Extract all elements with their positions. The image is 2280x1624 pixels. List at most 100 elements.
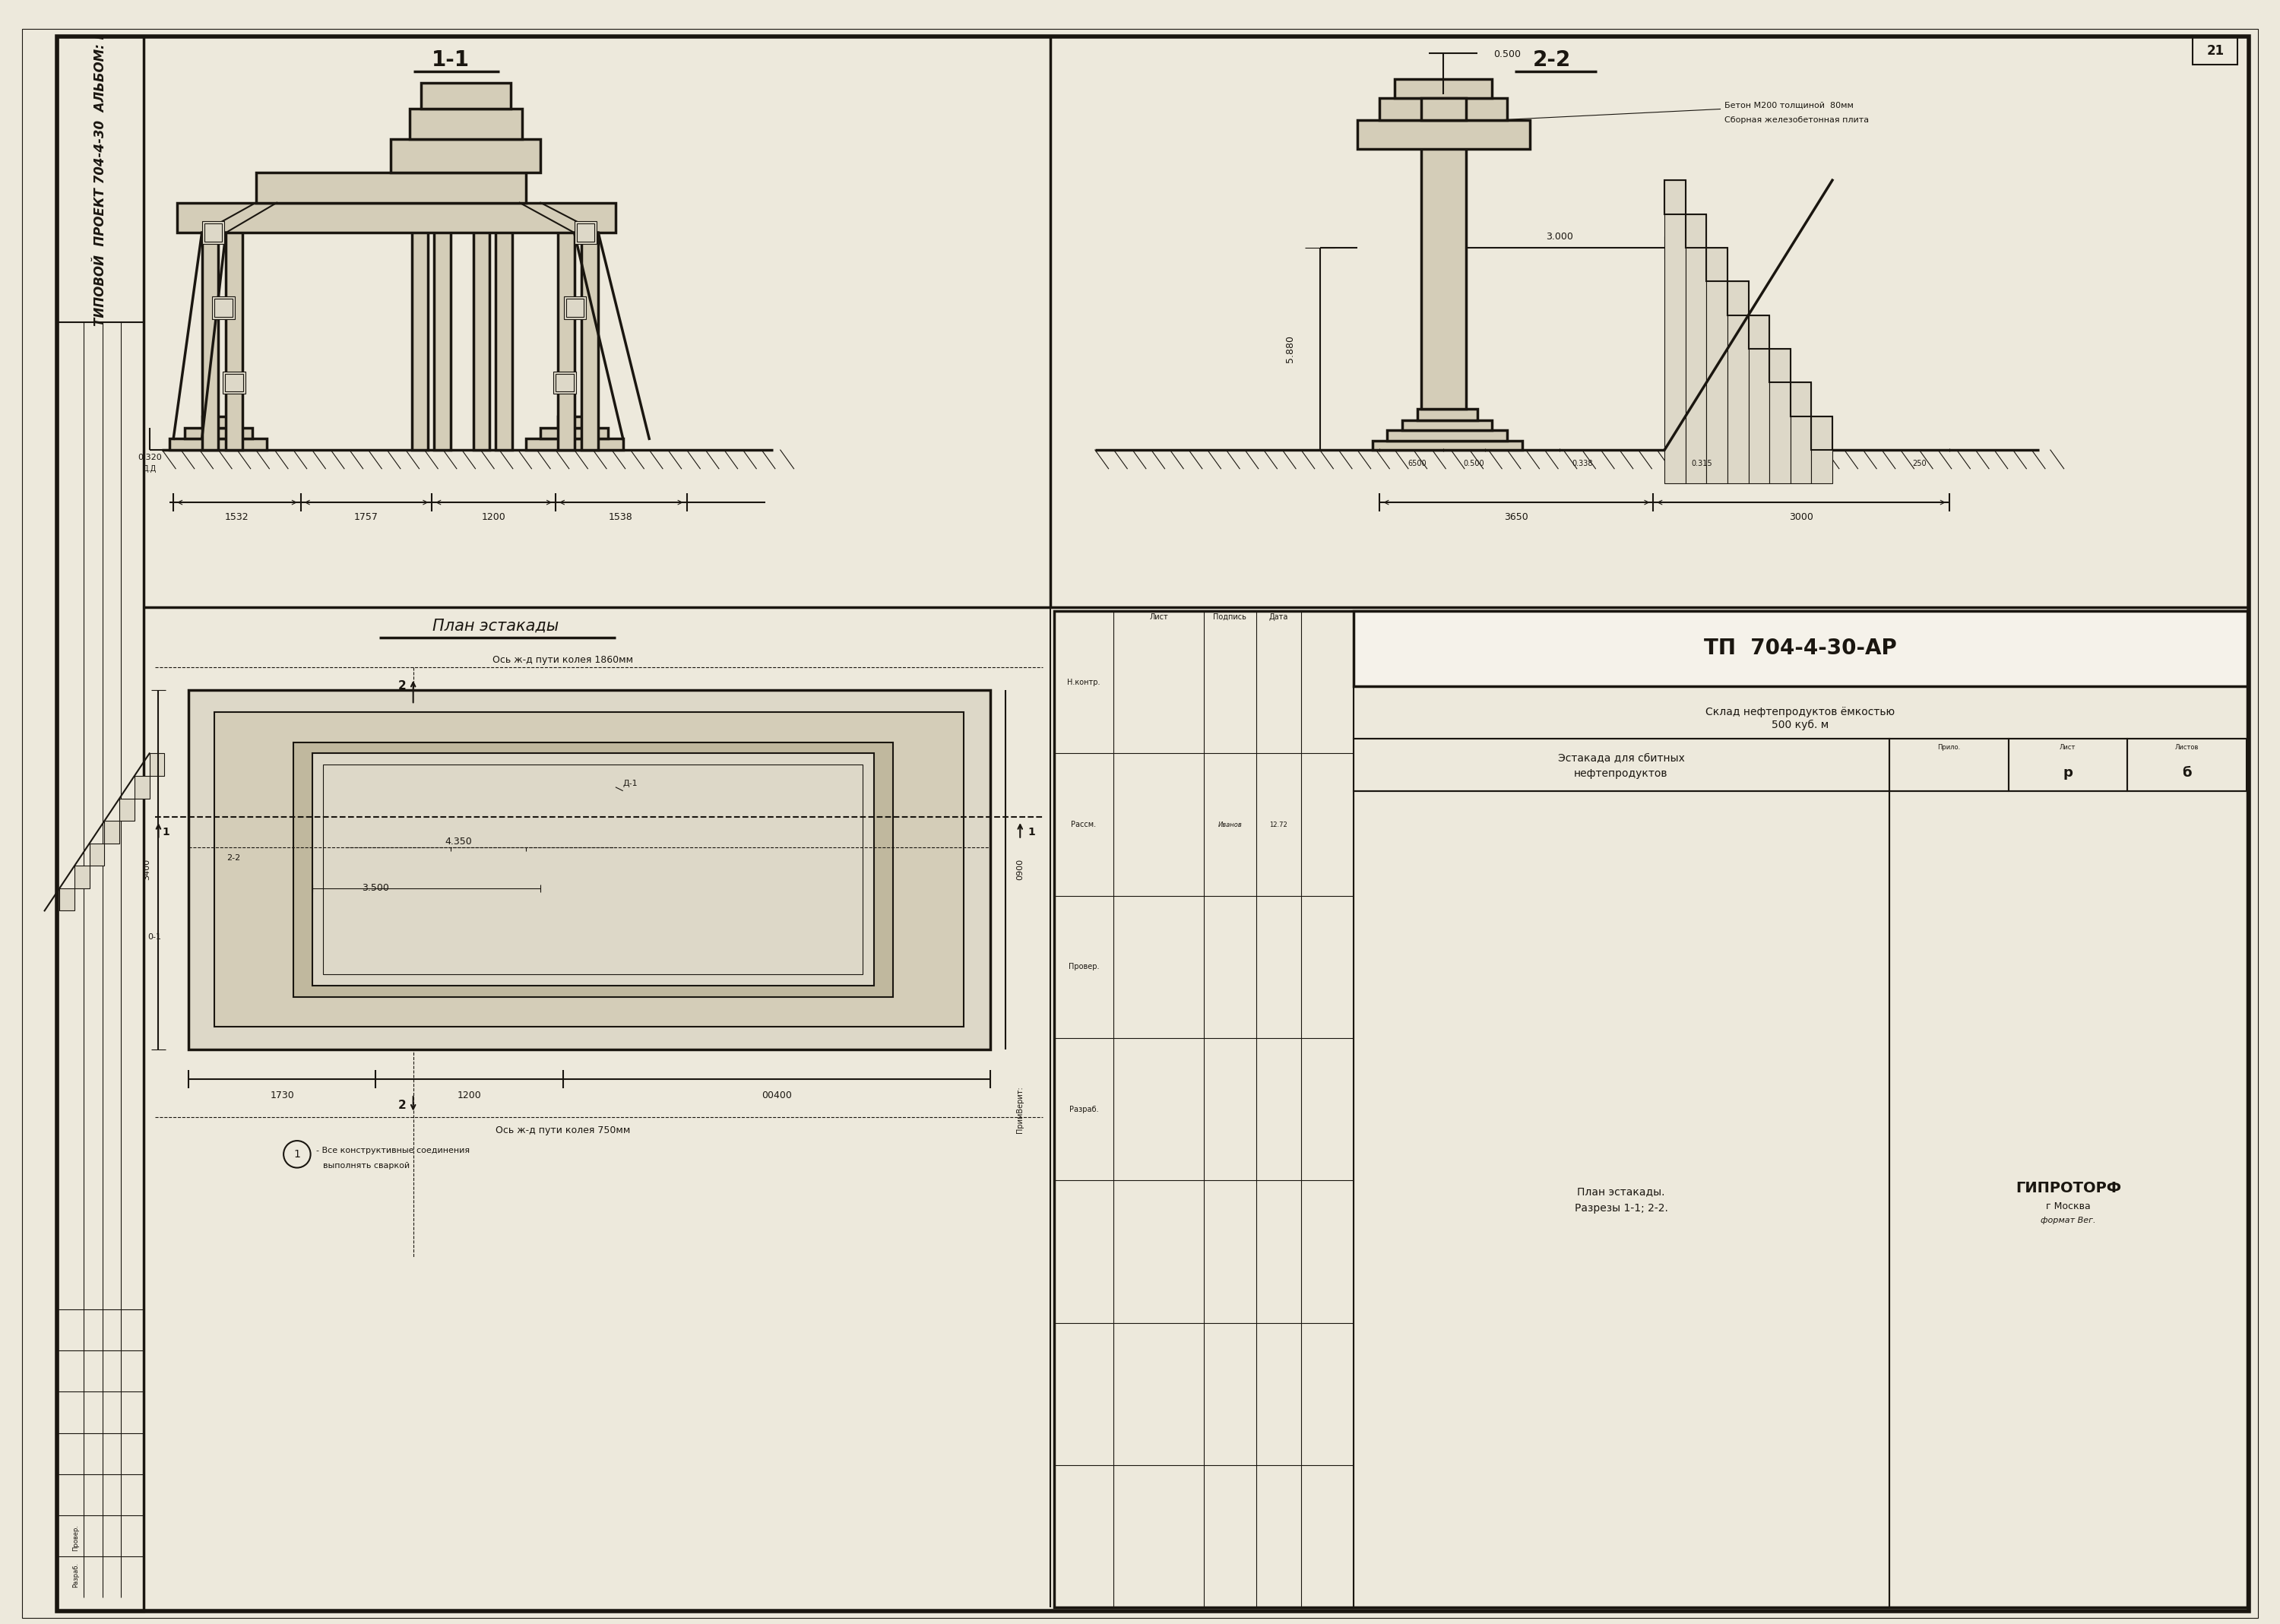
Bar [1420,97,1466,120]
Bar [540,427,609,438]
Text: Д-1: Д-1 [622,780,638,788]
Text: 3.000: 3.000 [1546,232,1573,242]
Text: р: р [2063,767,2073,780]
Bar [433,172,451,450]
Text: 2-2: 2-2 [1532,50,1571,71]
Bar [185,427,253,438]
Bar [226,209,242,450]
Text: План эстакады.: План эстакады. [1578,1187,1664,1197]
Text: 5.880: 5.880 [1286,335,1295,362]
Text: Лист: Лист [1149,614,1167,620]
Bar [390,140,540,172]
Text: 3400: 3400 [144,859,150,880]
Bar [1373,442,1523,450]
Text: Разраб.: Разраб. [1069,1106,1099,1112]
Text: Иванов: Иванов [1218,822,1243,828]
Text: Склад нефтепродуктов ёмкостью: Склад нефтепродуктов ёмкостью [1705,706,1895,718]
Text: План эстакады: План эстакады [433,619,559,633]
Bar [2127,739,2246,791]
Bar [559,416,591,427]
Bar [226,374,244,391]
Text: 1730: 1730 [269,1091,294,1101]
Text: Листов: Листов [2175,744,2198,750]
Bar [575,221,597,244]
Bar [2193,36,2237,65]
Bar [1890,791,2248,1608]
Text: 6500: 6500 [1407,460,1427,468]
Bar [1354,685,2248,739]
Text: Эстакада для сбитных: Эстакада для сбитных [1557,754,1685,763]
Bar [1354,791,1890,1608]
Text: Дата: Дата [1270,614,1288,620]
Text: Разраб.: Разраб. [73,1562,80,1588]
Text: 0.320: 0.320 [137,453,162,461]
Bar [1418,409,1477,421]
Bar [422,83,511,109]
Bar [1890,739,2009,791]
Bar [119,799,135,820]
Text: ТП  704-4-30-АР: ТП 704-4-30-АР [1703,638,1897,659]
Text: 2: 2 [399,1099,406,1111]
Text: 1538: 1538 [609,513,634,523]
Text: 1200: 1200 [458,1091,481,1101]
Text: 21: 21 [2207,44,2223,57]
Text: нефтепродуктов: нефтепродуктов [1573,768,1669,780]
Text: 3000: 3000 [1790,513,1813,523]
Text: - Все конструктивные соединения: - Все конструктивные соединения [317,1147,470,1155]
Text: 1757: 1757 [353,513,378,523]
Bar [203,416,235,427]
Bar [1354,739,1890,791]
Bar [556,374,575,391]
Bar [1790,383,1810,416]
Bar [1810,416,1833,450]
Text: Провер.: Провер. [1069,963,1099,971]
Text: Бетон М200 толщиной  80мм: Бетон М200 толщиной 80мм [1724,101,1854,109]
Text: 0.500: 0.500 [1464,460,1484,468]
Bar [59,888,75,911]
Bar [135,776,150,799]
Bar [474,172,490,450]
Text: 0.500: 0.500 [1493,49,1521,60]
Bar [75,866,89,888]
Text: 3650: 3650 [1505,513,1528,523]
Bar [1749,315,1769,484]
Bar [324,765,862,974]
Text: Сборная железобетонная плита: Сборная железобетонная плита [1724,117,1870,123]
Bar [294,742,894,997]
Bar [413,172,429,450]
Bar [1769,349,1790,383]
Text: выполнять сваркой: выполнять сваркой [324,1161,410,1169]
Bar [495,172,513,450]
Bar [205,224,221,242]
Bar [581,209,597,450]
Text: ТИПОВОЙ  ПРОЕКТ 704-4-30  АЛЬБОМ: I: ТИПОВОЙ ПРОЕКТ 704-4-30 АЛЬБОМ: I [93,34,107,326]
Text: 1-1: 1-1 [431,50,470,71]
Text: 1: 1 [162,827,169,838]
Bar [223,372,246,393]
Text: 2-2: 2-2 [226,854,239,862]
Text: Прило.: Прило. [1938,744,1961,750]
Bar [312,754,873,986]
Bar [212,296,235,318]
Text: 2: 2 [399,680,406,692]
Text: 3.500: 3.500 [363,883,390,893]
Text: 1: 1 [294,1148,301,1160]
Bar [565,299,584,317]
Bar [1705,247,1728,281]
Bar [577,224,595,242]
Bar [1664,180,1685,214]
Bar [1053,611,2248,1608]
Text: 500 куб. м: 500 куб. м [1772,719,1829,731]
Bar [178,203,616,232]
Bar [203,209,219,450]
Text: 12.72: 12.72 [1270,822,1288,828]
Text: 1: 1 [1028,827,1035,838]
Bar [563,296,586,318]
Bar [1386,430,1507,442]
Bar [1728,281,1749,484]
Text: 00400: 00400 [762,1091,791,1101]
Bar [1354,611,2248,685]
Text: 0.315: 0.315 [1692,460,1712,468]
Text: Н.контр.: Н.контр. [1067,679,1101,685]
Bar [1664,180,1685,484]
